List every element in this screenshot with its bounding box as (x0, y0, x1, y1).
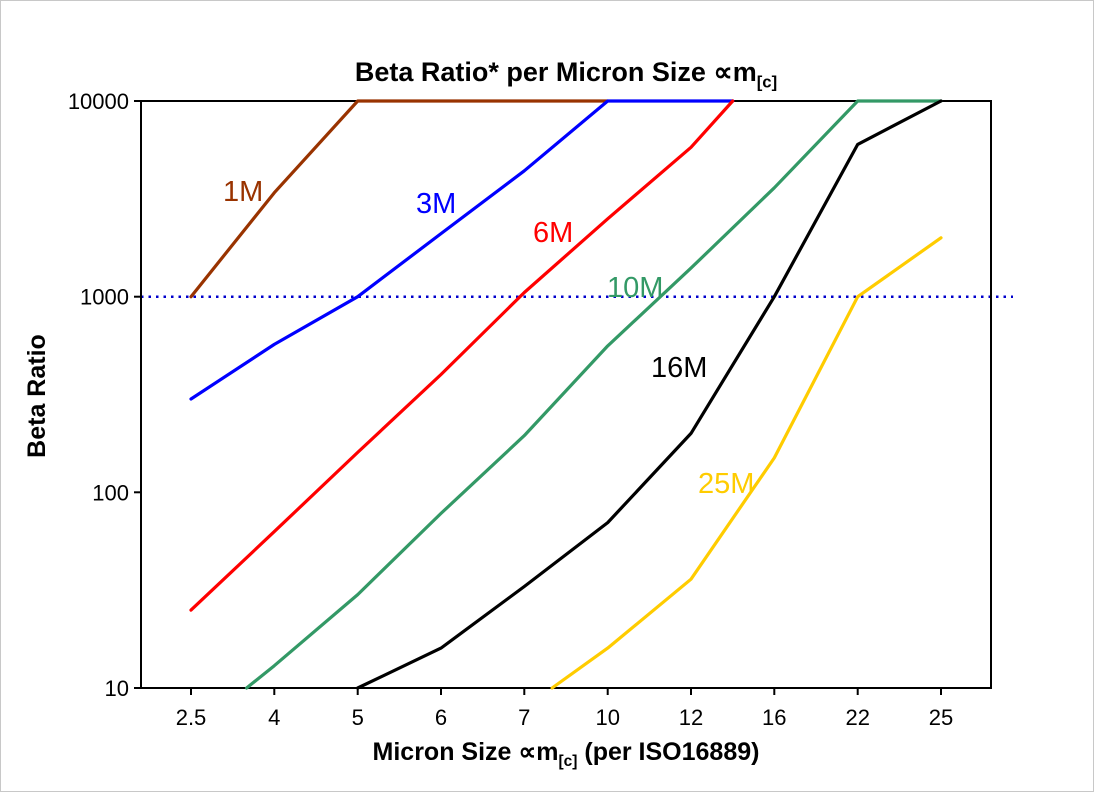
chart-title-unit-subscript: [c] (756, 72, 778, 92)
x-tick-label: 2.5 (176, 705, 207, 730)
x-tick-label: 4 (268, 705, 280, 730)
plot-border (140, 100, 992, 689)
x-tick-label: 12 (679, 705, 703, 730)
x-tick-label: 25 (929, 705, 953, 730)
x-tick-label: 10 (595, 705, 619, 730)
series-line-16M (356, 99, 943, 690)
x-tick-label: 7 (518, 705, 530, 730)
series-label-16M: 16M (651, 352, 707, 384)
x-axis-title-suffix: (per ISO16889) (577, 738, 760, 766)
x-axis-title-text: Micron Size (372, 738, 519, 766)
series-label-25M: 25M (698, 468, 754, 500)
chart-title-text: Beta Ratio* per Micron Size (354, 57, 714, 87)
series-line-10M (245, 99, 943, 690)
x-axis-title: Micron Size ∝m[c] (per ISO16889) (141, 737, 991, 771)
y-tick-label: 10000 (68, 89, 129, 114)
x-axis-unit-subscript: [c] (558, 753, 578, 770)
series-line-6M (189, 99, 735, 612)
chart-title-unit-symbol: ∝m (713, 57, 757, 87)
series-line-3M (189, 99, 735, 401)
y-tick-label: 100 (92, 480, 129, 505)
y-tick-label: 1000 (80, 285, 129, 310)
series-label-3M: 3M (416, 188, 456, 220)
x-axis-unit-symbol: ∝m (518, 738, 559, 766)
x-tick-label: 5 (352, 705, 364, 730)
x-tick-label: 22 (845, 705, 869, 730)
x-tick-label: 6 (435, 705, 447, 730)
series-label-1M: 1M (223, 176, 263, 208)
series-label-10M: 10M (607, 272, 663, 304)
series-line-25M (550, 236, 943, 690)
x-tick-label: 16 (762, 705, 786, 730)
chart-title: Beta Ratio* per Micron Size ∝m[c] (141, 57, 991, 92)
series-label-6M: 6M (533, 217, 573, 249)
y-tick-label: 10 (105, 676, 129, 701)
series-line-1M (189, 99, 610, 299)
